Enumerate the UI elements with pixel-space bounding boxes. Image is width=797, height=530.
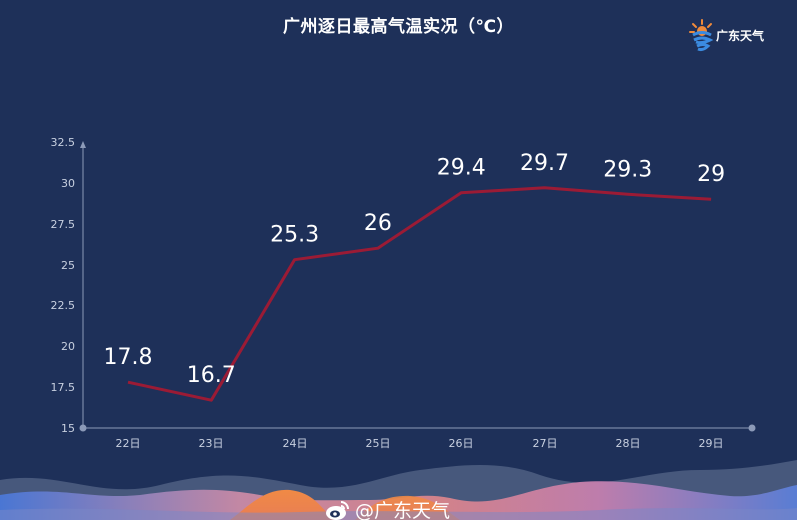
- x-axis: [83, 424, 756, 432]
- decorative-waves: [0, 460, 797, 520]
- value-label: 29: [697, 162, 725, 187]
- y-tick-labels: 15 17.5 20 22.5 25 27.5 30 32.5: [51, 136, 76, 435]
- x-tick-labels: 22日 23日 24日 25日 26日 27日 28日 29日: [116, 437, 724, 450]
- y-tick: 32.5: [51, 136, 76, 149]
- value-label: 29.4: [437, 156, 486, 181]
- y-tick: 20: [61, 340, 75, 353]
- temperature-line: [127, 186, 712, 402]
- value-label: 26: [364, 211, 392, 236]
- y-tick: 17.5: [51, 381, 76, 394]
- value-label: 29.7: [520, 151, 569, 176]
- y-tick: 30: [61, 177, 75, 190]
- y-tick: 22.5: [51, 299, 76, 312]
- x-tick: 26日: [449, 437, 474, 450]
- axis-arrow-icon: [80, 141, 86, 148]
- value-labels: 17.8 16.7 25.3 26 29.4 29.7 29.3 29: [104, 151, 726, 388]
- y-axis: [79, 141, 87, 432]
- chart-title: 广州逐日最高气温实况（℃）: [282, 17, 515, 37]
- sun-weather-logo-icon: [689, 19, 714, 52]
- value-label: 29.3: [603, 157, 652, 182]
- weibo-handle-text: @广东天气: [355, 500, 451, 520]
- y-tick: 15: [61, 422, 75, 435]
- value-label: 17.8: [104, 345, 153, 370]
- y-tick: 27.5: [51, 218, 76, 231]
- value-label: 16.7: [187, 363, 236, 388]
- weibo-icon: [326, 500, 349, 520]
- x-tick: 24日: [283, 437, 308, 450]
- x-tick: 29日: [699, 437, 724, 450]
- brand-logo: 广东天气: [688, 18, 788, 54]
- x-tick: 25日: [366, 437, 391, 450]
- y-tick: 25: [61, 259, 75, 272]
- logo-text: 广东天气: [716, 29, 765, 43]
- weibo-handle: @广东天气: [325, 496, 450, 520]
- x-tick: 23日: [199, 437, 224, 450]
- x-tick: 22日: [116, 437, 141, 450]
- x-tick: 27日: [533, 437, 558, 450]
- x-tick: 28日: [616, 437, 641, 450]
- value-label: 25.3: [270, 223, 319, 248]
